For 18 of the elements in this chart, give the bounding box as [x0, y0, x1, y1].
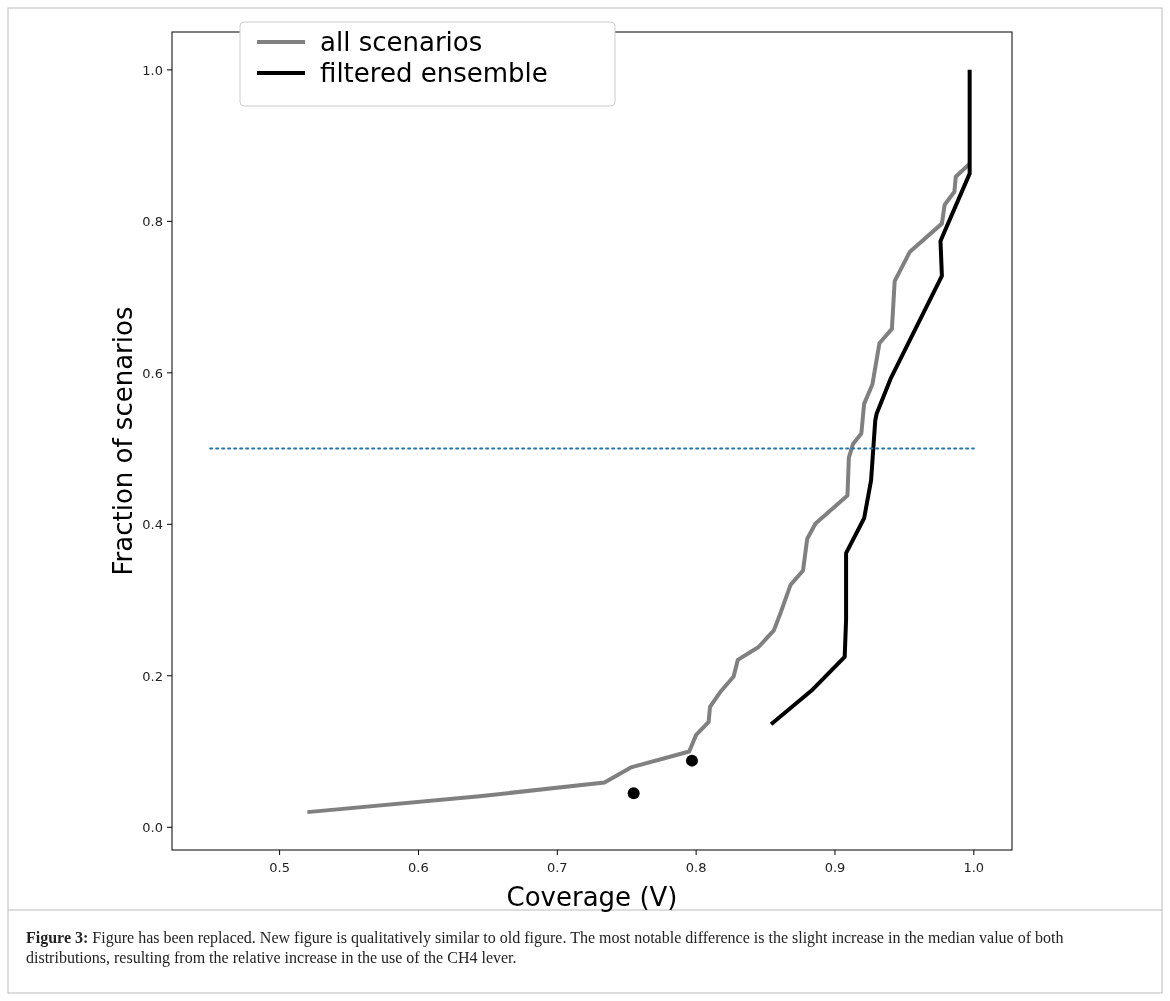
y-tick-label: 0.4	[142, 517, 163, 533]
x-tick-label: 0.5	[269, 860, 290, 875]
y-tick-label: 0.6	[142, 365, 163, 381]
x-tick-label: 0.6	[408, 860, 429, 875]
y-tick-label: 0.8	[142, 214, 163, 230]
y-tick-label: 0.2	[142, 668, 163, 684]
x-tick-label: 1.0	[963, 860, 985, 875]
x-axis-title: Coverage (V)	[506, 882, 678, 912]
legend-label: all scenarios	[320, 27, 483, 57]
caption: Figure 3: Figure has been replaced. New figure is qualitatively similar to old figure. The most notable difference is the slight increase in the median value of both distributions, resulting from the relative increase in the use of the CH4 lever.	[26, 929, 1064, 966]
line-series	[769, 67, 972, 727]
y-axis-title: Fraction of scenarios	[108, 306, 138, 576]
legend-label: filtered ensemble	[320, 58, 548, 88]
x-tick-label: 0.7	[546, 860, 568, 875]
x-tick-label: 0.9	[824, 860, 846, 875]
x-tick-label: 0.8	[685, 860, 707, 875]
y-tick-label: 0.0	[142, 820, 163, 836]
y-tick-label: 1.0	[142, 62, 163, 78]
